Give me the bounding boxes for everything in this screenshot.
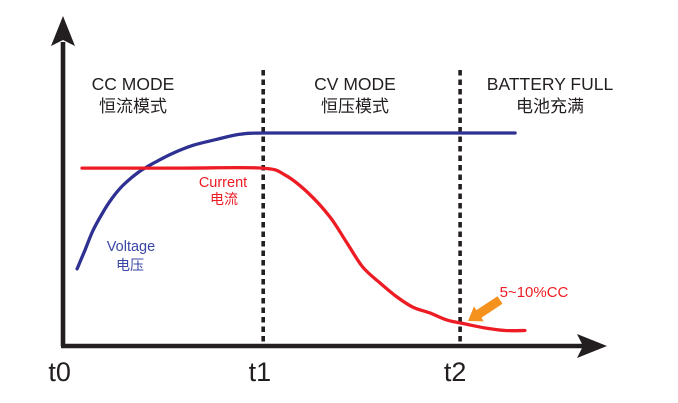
tick-label-t2: t2 xyxy=(444,357,467,387)
phase-title-cc-mode: CC MODE xyxy=(92,74,175,94)
current-curve xyxy=(80,165,527,333)
y-axis-arrowhead-icon xyxy=(51,16,75,46)
current-series-label: Current xyxy=(199,175,247,191)
voltage-curve xyxy=(75,131,517,271)
tick-label-t1: t1 xyxy=(249,357,272,387)
phase-title-battery-full: BATTERY FULL xyxy=(487,74,614,94)
tick-label-t0: t0 xyxy=(48,357,71,387)
x-axis-arrowhead-icon xyxy=(577,334,607,358)
voltage-series-label-zh: 电压 xyxy=(116,257,144,273)
annotation-label: 5~10%CC xyxy=(500,284,569,301)
phase-title-cv-mode: CV MODE xyxy=(314,74,396,94)
annotation-arrow-icon xyxy=(468,296,503,322)
phase-subtitle-cv-mode: 恒压模式 xyxy=(321,97,389,116)
current-series-label-zh: 电流 xyxy=(210,191,238,207)
voltage-series-label: Voltage xyxy=(107,239,155,255)
phase-subtitle-cc-mode: 恒流模式 xyxy=(99,97,167,116)
phase-subtitle-battery-full: 电池充满 xyxy=(516,97,584,116)
